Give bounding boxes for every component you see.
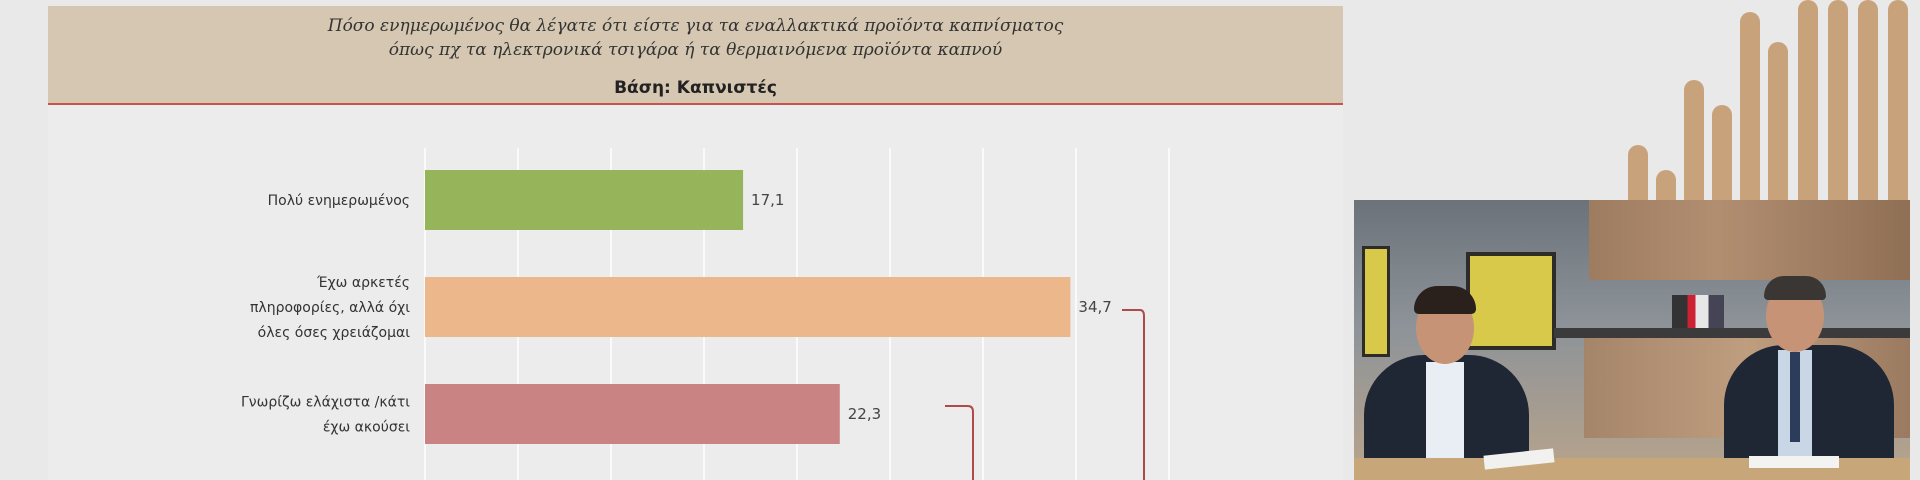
guest-right-hair xyxy=(1764,276,1826,300)
category-label-2: όλες όσες χρειάζομαι xyxy=(258,325,411,341)
category-label-3: έχω ακούσει xyxy=(323,420,410,436)
decor-bar xyxy=(1798,0,1818,220)
value-label-3: 22,3 xyxy=(848,405,881,423)
yellow-shelf xyxy=(1466,252,1556,350)
category-label-2: Έχω αρκετές xyxy=(316,275,410,291)
decor-bar xyxy=(1888,0,1908,220)
books-icon xyxy=(1672,295,1724,328)
bracket-line xyxy=(1122,309,1145,480)
bar-1 xyxy=(425,170,744,230)
category-label-1: Πολύ ενημερωμένος xyxy=(268,193,410,209)
guest-right-tie xyxy=(1790,352,1800,442)
yellow-shelf-left xyxy=(1362,246,1390,357)
decor-bar xyxy=(1684,80,1704,220)
value-label-1: 17,1 xyxy=(751,191,784,209)
header-divider xyxy=(48,103,1343,105)
decor-bar xyxy=(1858,0,1878,220)
bar-2 xyxy=(425,277,1071,337)
decor-bar xyxy=(1740,12,1760,220)
counter xyxy=(1554,328,1910,338)
bar-3 xyxy=(425,384,840,444)
decorative-bars xyxy=(1628,0,1908,220)
decor-bar xyxy=(1828,0,1848,220)
presenter-left-hair xyxy=(1414,286,1476,314)
bracket-lines xyxy=(945,309,1145,480)
studio-video-inset xyxy=(1354,200,1910,480)
category-label-2: πληροφορίες, αλλά όχι xyxy=(250,300,410,316)
decor-bar xyxy=(1768,42,1788,220)
chart-title-line-2: όπως πχ τα ηλεκτρονικά τσιγάρα ή τα θερμ… xyxy=(388,40,1003,60)
value-label-2: 34,7 xyxy=(1078,298,1111,316)
decor-bar xyxy=(1712,105,1732,220)
chart-subtitle: Βάση: Καπνιστές xyxy=(614,78,777,98)
category-label-3: Γνωρίζω ελάχιστα /κάτι xyxy=(241,395,410,411)
header-band xyxy=(48,6,1343,103)
chart-labels: 17,1 Πολύ ενημερωμένος 34,7 Έχω αρκετές πληρ… xyxy=(241,191,1112,436)
wall-panel xyxy=(1589,200,1910,280)
paper-sheet-2 xyxy=(1749,456,1839,468)
chart-bars xyxy=(425,170,1071,444)
chart-title-line-1: Πόσο ενημερωμένος θα λέγατε ότι είστε γι… xyxy=(327,16,1064,36)
chart-title: Πόσο ενημερωμένος θα λέγατε ότι είστε γι… xyxy=(48,14,1343,62)
bracket-line xyxy=(945,405,974,480)
